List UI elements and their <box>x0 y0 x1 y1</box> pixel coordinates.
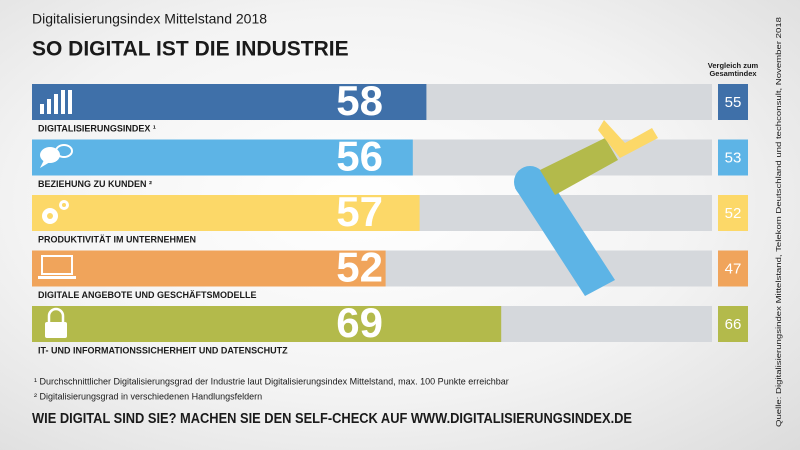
icon-gears <box>42 200 69 224</box>
category-label: DIGITALE ANGEBOTE UND GESCHÄFTSMODELLE <box>38 290 257 300</box>
comparison-label: Vergleich zum Gesamtindex <box>707 61 759 78</box>
comparison-value: 66 <box>725 316 742 333</box>
comparison-value: 52 <box>725 205 742 222</box>
comparison-box <box>718 306 748 342</box>
footnote: ² Digitalisierungsgrad in verschiedenen … <box>34 391 262 401</box>
category-label: BEZIEHUNG ZU KUNDEN ² <box>38 179 152 189</box>
comparison-value: 47 <box>725 260 742 277</box>
bar <box>32 250 386 287</box>
bar <box>32 139 413 176</box>
footnote: ¹ Durchschnittlicher Digitalisierungsgra… <box>34 376 509 386</box>
value-label: 56 <box>336 133 383 180</box>
value-label: 58 <box>336 77 383 124</box>
value-label: 69 <box>336 299 383 346</box>
icon-speech <box>40 144 73 168</box>
bar <box>32 84 427 120</box>
chart-title: SO DIGITAL IST DIE INDUSTRIE <box>32 38 349 61</box>
call-to-action: WIE DIGITAL SIND SIE? MACHEN SIE DEN SEL… <box>32 411 632 427</box>
comparison-box <box>718 250 748 287</box>
comparison-value: 55 <box>725 94 742 111</box>
category-label: IT- UND INFORMATIONSSICHERHEIT UND DATEN… <box>38 345 288 355</box>
comparison-box <box>718 139 748 176</box>
supertitle: Digitalisierungsindex Mittelstand 2018 <box>32 11 267 27</box>
category-label: DIGITALISIERUNGSINDEX ¹ <box>38 123 156 133</box>
comparison-box <box>718 195 748 231</box>
comparison-box <box>718 84 748 120</box>
category-label: PRODUKTIVITÄT IM UNTERNEHMEN <box>38 234 196 244</box>
value-label: 52 <box>336 244 383 291</box>
icon-lock <box>45 307 67 338</box>
comparison-value: 53 <box>725 149 742 166</box>
robot-arm <box>514 120 658 296</box>
value-label: 57 <box>336 188 383 235</box>
icons <box>38 90 76 338</box>
bar <box>32 195 420 231</box>
icon-bars <box>40 90 72 114</box>
source: Quelle: Digitalisierungsindex Mittelstan… <box>776 17 783 427</box>
bar <box>32 306 502 342</box>
icon-laptop <box>38 255 76 279</box>
